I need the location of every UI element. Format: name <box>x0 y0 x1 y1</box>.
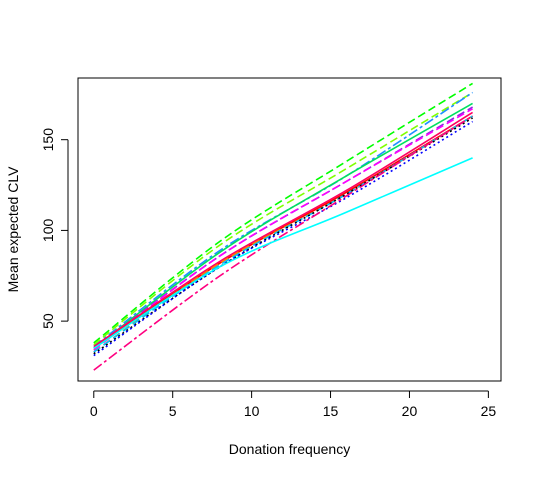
plot-frame <box>77 77 502 382</box>
x-tick-label: 15 <box>323 403 339 419</box>
series-lines <box>93 82 474 371</box>
series-line-6 <box>93 108 473 351</box>
x-tick-label: 10 <box>244 403 260 419</box>
series-line-11 <box>93 117 474 355</box>
x-tick-label: 25 <box>481 403 497 419</box>
x-axis: 0 5 10 15 20 25 <box>90 390 497 419</box>
y-tick-label: 100 <box>40 219 56 243</box>
y-tick-label: 50 <box>40 313 56 329</box>
y-axis: 50 100 150 <box>40 128 69 329</box>
series-line-13 <box>93 115 474 371</box>
series-line-12 <box>93 120 474 357</box>
y-tick-label: 150 <box>40 128 56 152</box>
series-line-4 <box>93 102 473 349</box>
x-tick-label: 0 <box>90 403 98 419</box>
x-axis-title: Donation frequency <box>229 441 350 457</box>
x-tick-label: 5 <box>169 403 177 419</box>
series-line-7 <box>93 111 474 348</box>
series-line-14 <box>93 157 473 350</box>
series-line-10 <box>93 115 474 353</box>
y-axis-title: Mean expected CLV <box>5 166 21 292</box>
series-line-2 <box>93 91 474 346</box>
x-tick-label: 20 <box>402 403 418 419</box>
